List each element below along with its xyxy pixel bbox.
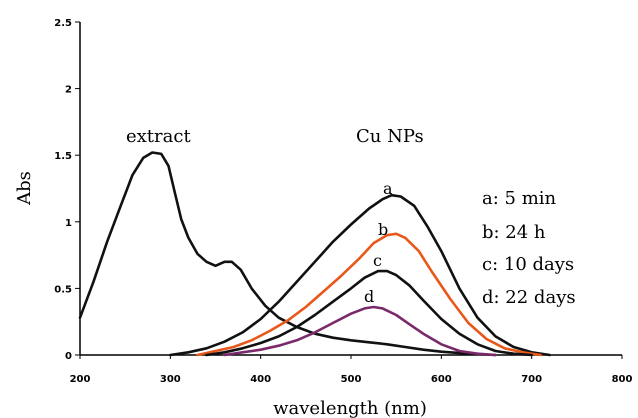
legend-entry-d: d: 22 days	[482, 287, 576, 308]
curve-a	[169, 193, 551, 357]
series-label-a: a	[383, 179, 393, 198]
x-tick-label: 200	[70, 374, 91, 385]
series-labels: a b c d	[364, 179, 393, 306]
curves	[78, 151, 551, 357]
curve-c	[205, 269, 533, 357]
y-tick-label: 2.5	[54, 18, 72, 29]
legend-entry-c: c: 10 days	[482, 254, 574, 275]
series-label-b: b	[378, 220, 388, 239]
x-tick-label: 600	[431, 374, 452, 385]
x-tick-label: 300	[160, 374, 181, 385]
tick-marks	[75, 21, 623, 359]
series-label-c: c	[373, 251, 382, 270]
y-tick-label: 0	[65, 351, 72, 362]
y-axis-label: Abs	[14, 171, 35, 206]
legend: a: 5 min b: 24 h c: 10 days d: 22 days	[482, 188, 576, 308]
y-tick-label: 2	[65, 85, 72, 96]
y-tick-label: 0.5	[54, 284, 72, 295]
curve-b	[196, 232, 542, 357]
x-tick-label: 400	[250, 374, 271, 385]
extract-annotation: extract	[126, 126, 191, 147]
legend-entry-b: b: 24 h	[482, 222, 546, 243]
x-tick-label: 800	[612, 374, 633, 385]
legend-entry-a: a: 5 min	[482, 188, 557, 209]
y-tick-label: 1	[65, 218, 72, 229]
x-tick-label: 500	[341, 374, 362, 385]
y-tick-label: 1.5	[54, 151, 72, 162]
x-tick-label: 700	[521, 374, 542, 385]
series-label-d: d	[364, 287, 374, 306]
curve-extract	[78, 151, 497, 357]
curve-d	[223, 305, 497, 357]
tick-labels: 200 300 400 500 600 700 800 0 0.5 1 1.5 2 2.5	[54, 18, 632, 385]
cu-nps-annotation: Cu NPs	[356, 126, 424, 147]
x-axis-label: wavelength (nm)	[273, 398, 427, 418]
